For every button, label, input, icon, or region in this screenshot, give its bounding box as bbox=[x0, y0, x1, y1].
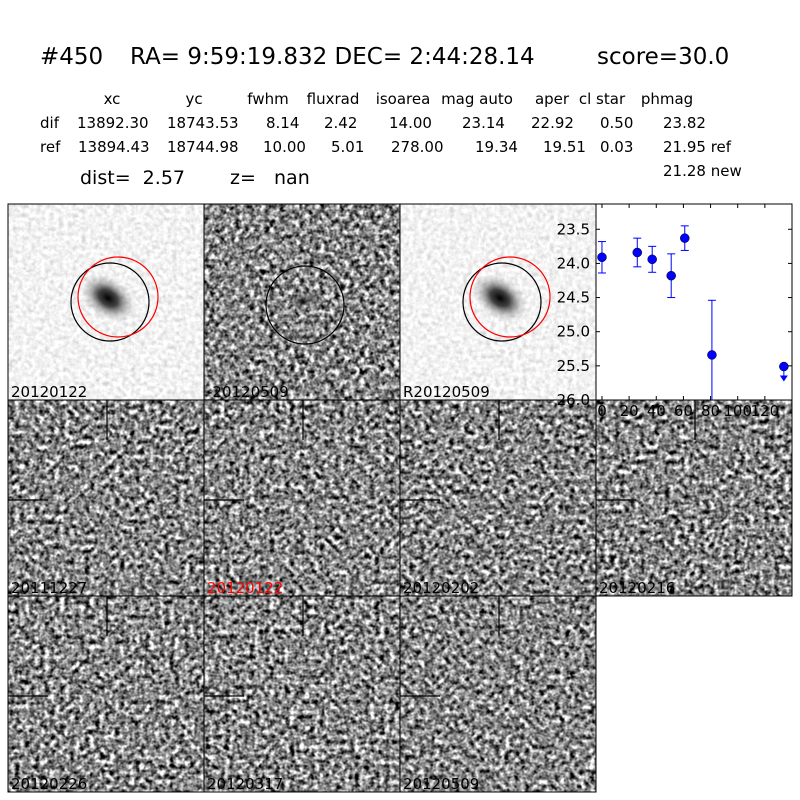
data-point bbox=[666, 270, 676, 281]
y-tick-label: 23.5 bbox=[557, 220, 590, 238]
data-point bbox=[632, 247, 643, 258]
x-tick-label: 120 bbox=[751, 402, 780, 420]
x-tick-label: 20 bbox=[620, 402, 639, 420]
stamp-label: 20120216 bbox=[599, 579, 675, 597]
column-header: isoarea bbox=[376, 90, 431, 108]
aperture bbox=[462, 262, 542, 342]
series bbox=[597, 225, 789, 400]
table-cell: 278.00 bbox=[391, 138, 444, 156]
data-point bbox=[597, 252, 607, 263]
aperture bbox=[265, 265, 345, 345]
column-header: fwhm bbox=[247, 90, 288, 108]
table-cell: 5.01 bbox=[331, 138, 364, 156]
table-cell: 18743.53 bbox=[167, 114, 239, 132]
column-header: xc bbox=[104, 90, 121, 108]
stamp bbox=[400, 596, 596, 792]
phmag-new: 21.28 new bbox=[663, 162, 742, 180]
table-cell: 23.14 bbox=[462, 114, 505, 132]
table-cell: 19.51 bbox=[543, 138, 586, 156]
y-tick-label: 24.5 bbox=[557, 289, 590, 307]
stamp bbox=[204, 596, 400, 792]
stamp-label: 20120202 bbox=[403, 579, 479, 597]
y-tick-label: 25.5 bbox=[557, 357, 590, 375]
table-cell: 19.34 bbox=[475, 138, 518, 156]
data-point bbox=[647, 254, 657, 265]
stamp-image bbox=[400, 400, 596, 596]
stamp-label: -20120509 bbox=[207, 383, 289, 401]
y-tick-label: 26.0 bbox=[557, 391, 590, 409]
data-point bbox=[779, 361, 789, 372]
table-cell: 13894.43 bbox=[78, 138, 150, 156]
aperture bbox=[70, 262, 150, 342]
table-cell: 13892.30 bbox=[77, 114, 149, 132]
stamp-label: 20111227 bbox=[11, 579, 87, 597]
column-header: cl star bbox=[579, 90, 626, 108]
column-header: mag auto bbox=[441, 90, 513, 108]
table-cell: 0.03 bbox=[600, 138, 633, 156]
source-blob bbox=[288, 291, 320, 309]
plot-area bbox=[595, 203, 793, 401]
stamp bbox=[8, 596, 204, 792]
stamp bbox=[400, 204, 596, 400]
stamp bbox=[204, 400, 400, 596]
row-label: ref bbox=[40, 138, 61, 156]
x-tick-label: 40 bbox=[647, 402, 666, 420]
column-header: fluxrad bbox=[307, 90, 360, 108]
source-blob bbox=[80, 274, 136, 322]
x-tick-label: 80 bbox=[701, 402, 720, 420]
x-tick-label: 0 bbox=[597, 402, 607, 420]
stamp-image bbox=[596, 400, 792, 596]
table-cell: 22.92 bbox=[531, 114, 574, 132]
stamp-image bbox=[204, 400, 400, 596]
stamp-image bbox=[204, 596, 400, 792]
data-point bbox=[707, 350, 717, 360]
stamp-image bbox=[400, 596, 596, 792]
object-id: #450 bbox=[40, 44, 103, 70]
column-header: aper bbox=[535, 90, 570, 108]
stamp-label: 20120226 bbox=[11, 775, 87, 793]
y-tick-label: 25.0 bbox=[557, 323, 590, 341]
score: score=30.0 bbox=[597, 44, 729, 70]
table-cell: 14.00 bbox=[389, 114, 432, 132]
table-cell: 2.42 bbox=[324, 114, 357, 132]
stamp bbox=[596, 400, 792, 596]
column-header: yc bbox=[185, 90, 202, 108]
data-point bbox=[680, 233, 690, 243]
table-cell: 10.00 bbox=[263, 138, 306, 156]
distance: dist= 2.57 bbox=[80, 167, 185, 189]
stamp-label: 20120122 bbox=[11, 383, 87, 401]
stamp-image bbox=[8, 400, 204, 596]
y-tick-label: 24.0 bbox=[557, 254, 590, 272]
stamp-label: 20120509 bbox=[403, 775, 479, 793]
aperture-ref bbox=[469, 256, 551, 338]
stamp-border bbox=[399, 595, 597, 793]
table-cell: 18744.98 bbox=[167, 138, 239, 156]
source-blob bbox=[472, 274, 528, 322]
aperture-ref bbox=[77, 256, 159, 338]
stamp bbox=[400, 400, 596, 596]
row-label: dif bbox=[40, 114, 60, 132]
table-cell: 0.50 bbox=[600, 114, 633, 132]
table-cell: 8.14 bbox=[266, 114, 299, 132]
redshift: z= nan bbox=[230, 167, 310, 189]
stamp-label: R20120509 bbox=[403, 383, 490, 401]
stamp-label: 20120317 bbox=[207, 775, 283, 793]
stamp bbox=[204, 204, 400, 400]
table-cell: 21.95 ref bbox=[663, 138, 732, 156]
column-header: phmag bbox=[641, 90, 693, 108]
coordinates: RA= 9:59:19.832 DEC= 2:44:28.14 bbox=[130, 44, 535, 70]
table-cell: 23.82 bbox=[663, 114, 706, 132]
limit-arrow-head bbox=[779, 375, 788, 382]
x-tick-label: 60 bbox=[674, 402, 693, 420]
stamp-image bbox=[8, 596, 204, 792]
x-tick-label: 100 bbox=[723, 402, 752, 420]
stamp-label: 20120122 bbox=[207, 579, 283, 597]
stamp bbox=[8, 400, 204, 596]
stamp bbox=[8, 204, 204, 400]
